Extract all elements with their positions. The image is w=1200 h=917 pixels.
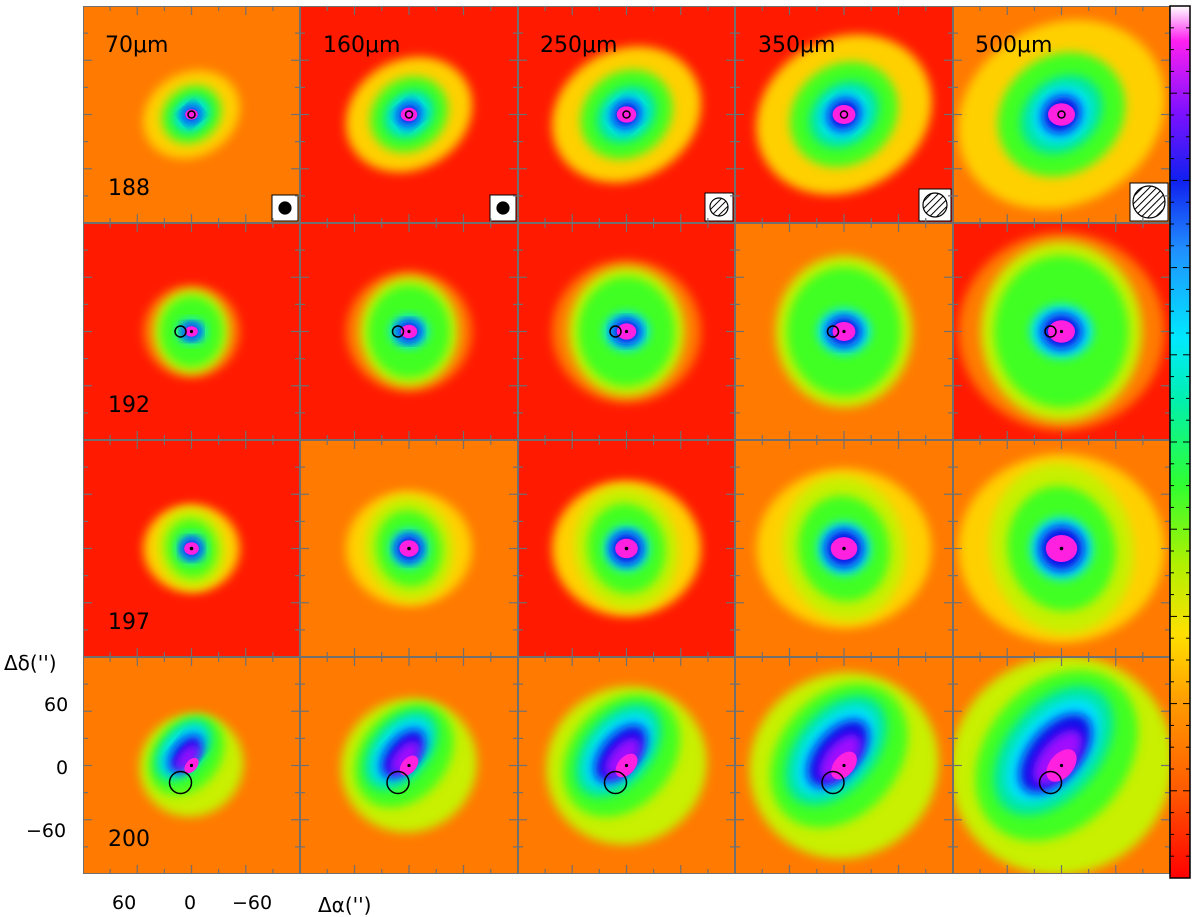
wavelength-label-160: 160μm [323,33,400,58]
wavelength-labels: 70μm 160μm 250μm 350μm 500μm [105,33,1052,58]
source-marker [609,325,622,338]
peak-dot [189,329,194,334]
axes-annotations: Δδ('') Δα('') 60 0 −60 60 0 −60 [4,651,371,917]
emission-contour [616,106,637,123]
source-marker [168,770,193,795]
map-panel-200-250 [518,657,735,874]
x-tick-label-0: 0 [184,892,196,914]
map-panel-200-500 [953,657,1170,874]
peak-dot [624,546,629,551]
map-panel-188-350 [735,6,953,223]
wavelength-label-70: 70μm [105,33,168,58]
source-label-192: 192 [108,393,150,418]
peak-dot [1059,329,1064,334]
map-panel-200-70 [83,657,300,874]
emission-contour [832,105,856,124]
peak-dot [624,763,629,768]
peak-dot [407,329,411,334]
emission-contour [1048,103,1075,126]
source-marker [386,770,410,795]
emission-contour [400,107,418,122]
source-marker [391,325,405,338]
peak-dot [624,329,629,334]
source-marker [187,110,196,119]
map-panel-197-500 [953,440,1170,657]
map-panel-197-350 [735,440,953,657]
peak-dot [407,763,411,768]
map-panel-188-500 [953,6,1170,223]
map-panel-192-350 [735,223,953,440]
source-marker [622,110,631,119]
peak-dot [842,546,846,551]
y-axis-label: Δδ('') [4,651,57,675]
source-marker [174,325,187,338]
source-marker [839,110,849,119]
map-panel-192-70 [83,223,300,440]
map-panel-188-70 [83,6,300,223]
map-panel-197-250 [518,440,735,657]
x-axis-label: Δα('') [318,893,371,917]
source-marker [1038,770,1063,795]
source-label-197: 197 [108,610,150,635]
y-tick-label-minus60: −60 [26,820,66,842]
wavelength-label-250: 250μm [540,33,617,58]
beam-circle-500-icon [1132,185,1166,219]
source-labels: 188 192 197 200 [108,176,150,852]
peak-dot [189,763,194,768]
source-label-188: 188 [108,176,150,201]
source-marker [404,110,414,119]
emission-contour [604,737,641,778]
colorbar [1169,5,1191,879]
source-marker [1057,110,1066,119]
peak-dot [407,546,411,551]
x-tick-label-minus60: −60 [232,892,272,914]
map-panel-200-350 [735,657,953,874]
colorbar-ticks [1170,27,1190,857]
emission-contour [389,740,421,775]
map-panel-197-70 [83,440,300,657]
source-marker [603,770,628,795]
beam-circle-70-icon [278,201,292,215]
panel-grid [83,6,1170,874]
map-panel-192-250 [518,223,735,440]
beam-circle-350-icon [922,192,948,218]
map-panel-188-160 [300,6,518,223]
y-tick-label-60: 60 [44,694,68,716]
x-tick-label-60: 60 [112,892,136,914]
map-panel-192-500 [953,223,1170,440]
map-panel-197-160 [300,440,518,657]
y-tick-label-0: 0 [56,757,68,779]
source-marker [821,770,845,795]
beam-circle-250-icon [709,197,729,217]
source-marker [1044,325,1057,338]
peak-dot [842,763,846,768]
emission-contour [175,744,200,771]
peak-dot [842,329,846,334]
wavelength-label-350: 350μm [758,33,835,58]
source-marker [826,325,840,338]
peak-dot [189,546,194,551]
map-panel-200-160 [300,657,518,874]
wavelength-label-500: 500μm [975,33,1052,58]
peak-dot [1059,546,1064,551]
beam-circle-160-icon [496,201,510,215]
peak-dot [1059,763,1064,768]
map-panel-188-250 [518,6,735,223]
source-label-200: 200 [108,827,150,852]
map-panel-192-160 [300,223,518,440]
